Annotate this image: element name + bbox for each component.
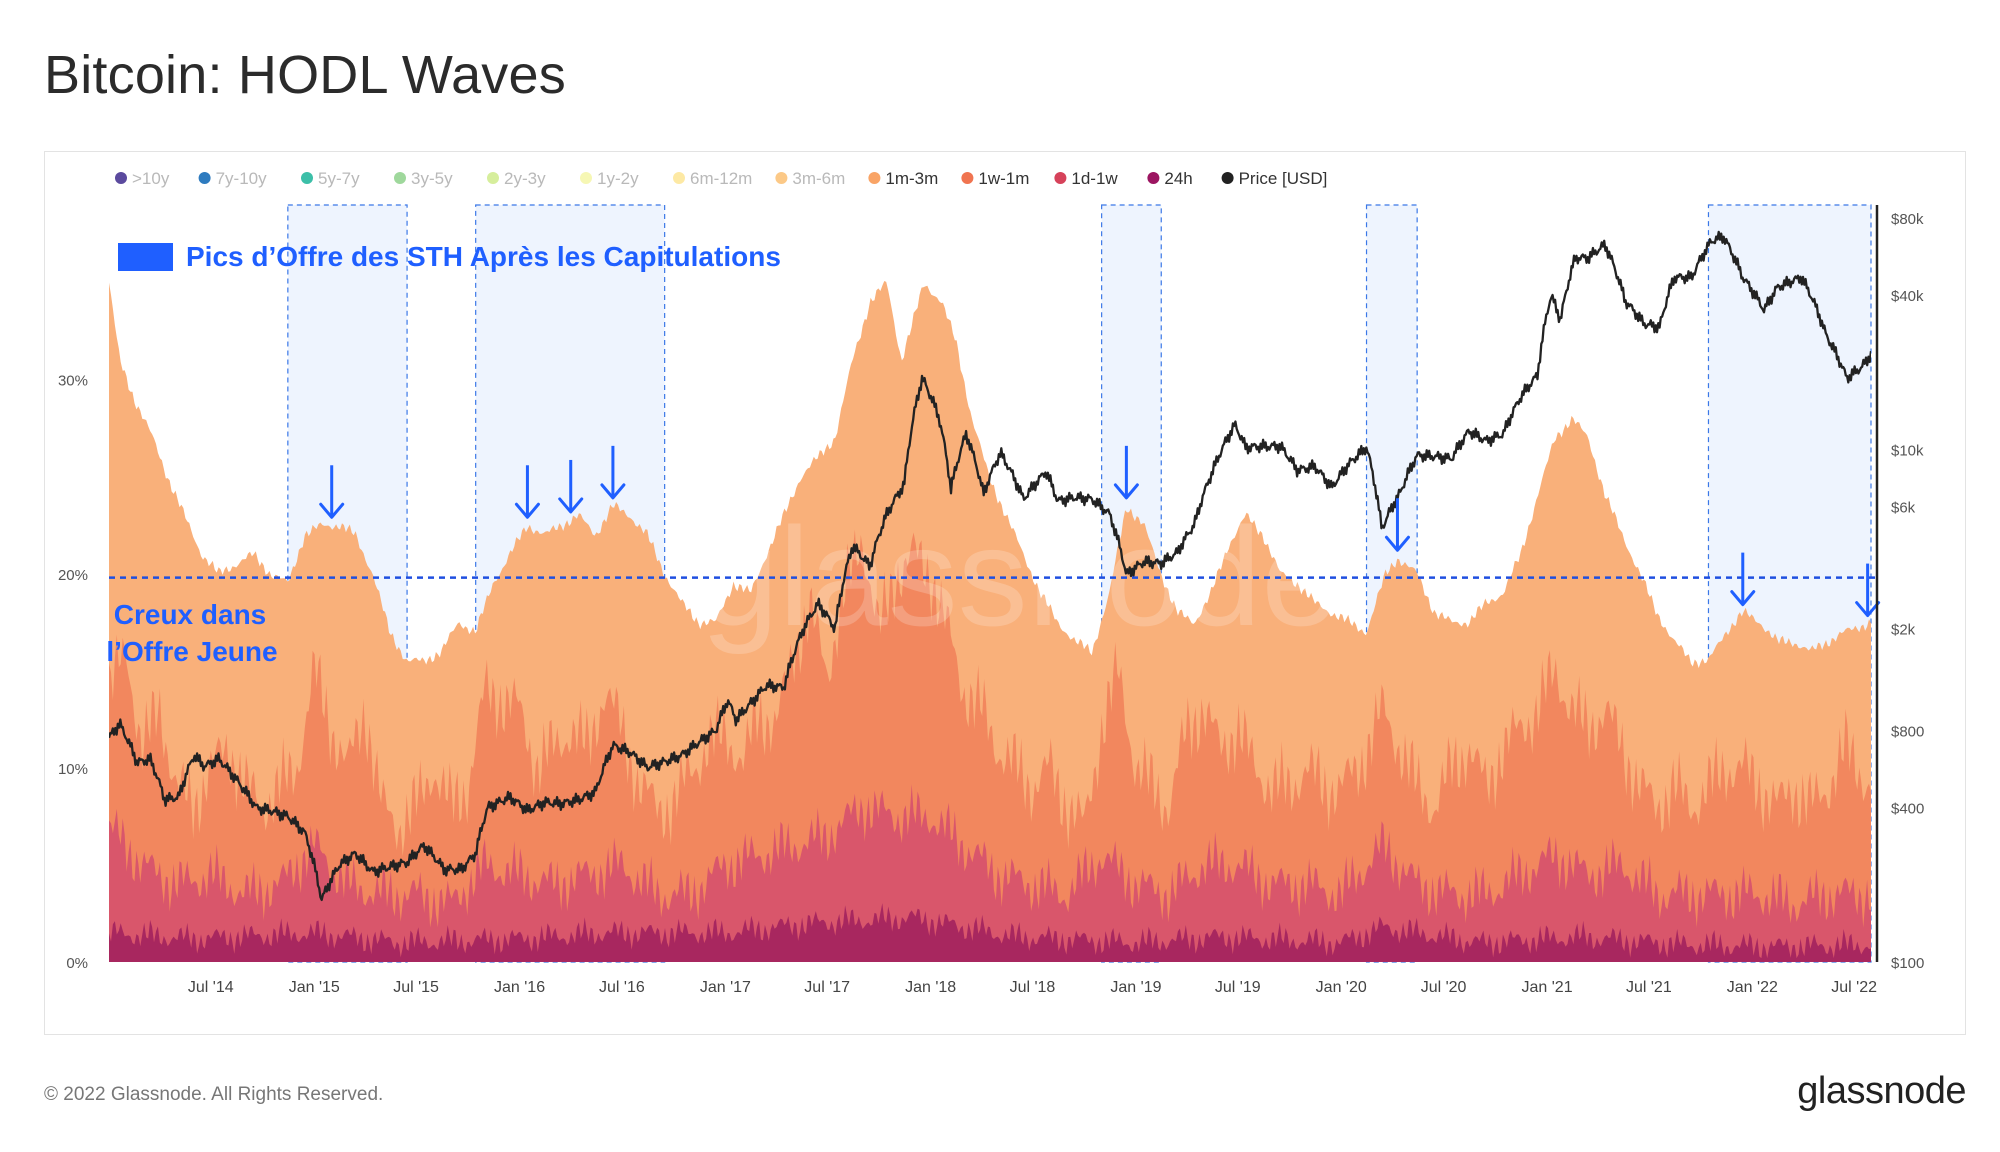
page-title: Bitcoin: HODL Waves [44, 45, 566, 105]
legend-item-6m-12m[interactable]: 6m-12m [673, 169, 752, 188]
legend-label: 1m-3m [885, 169, 938, 188]
legend-item-price-usd-[interactable]: Price [USD] [1221, 169, 1328, 188]
y-left-tick-label: 30% [58, 373, 88, 390]
legend-swatch [961, 172, 974, 184]
down-arrow-6 [1384, 498, 1410, 552]
legend-label: 3y-5y [411, 169, 453, 188]
legend-label: 6m-12m [690, 169, 752, 188]
y-right-tick-label: $2k [1891, 622, 1916, 639]
y-right-tick-label: $6k [1891, 499, 1916, 516]
y-left-tick-label: 20% [58, 567, 88, 584]
legend-swatch [775, 172, 788, 184]
down-arrow-7 [1730, 552, 1756, 607]
y-left-tick-label: 0% [66, 955, 88, 972]
down-arrow-3 [558, 459, 584, 514]
legend-label: 5y-7y [318, 169, 360, 188]
x-tick-label: Jan '18 [905, 979, 956, 996]
legend-label: 1d-1w [1071, 169, 1118, 188]
x-tick-label: Jul '15 [393, 979, 439, 996]
chart-frame [44, 151, 1966, 1035]
x-tick-label: Jul '16 [599, 979, 645, 996]
legend-swatch [301, 172, 313, 184]
down-arrow-1 [319, 465, 345, 519]
x-tick-label: Jul '21 [1626, 979, 1672, 996]
annotation-legend-swatch [118, 243, 173, 271]
price-line [109, 230, 1871, 902]
x-tick-label: Jul '22 [1831, 979, 1877, 996]
legend-swatch [1147, 172, 1160, 184]
legend-swatch [1221, 172, 1234, 184]
legend-label: 24h [1164, 169, 1192, 188]
down-arrow-8 [1855, 563, 1881, 618]
legend-swatch [580, 172, 592, 184]
legend-swatch [115, 172, 127, 184]
x-tick-label: Jul '19 [1215, 979, 1261, 996]
x-tick-label: Jan '15 [289, 979, 340, 996]
x-tick-label: Jul '18 [1010, 979, 1056, 996]
y-right-tick-label: $100 [1891, 955, 1924, 972]
legend-item-3m-6m[interactable]: 3m-6m [775, 169, 845, 188]
legend-swatch [394, 172, 406, 184]
x-tick-label: Jan '17 [700, 979, 751, 996]
legend-item-1w-1m[interactable]: 1w-1m [961, 169, 1029, 188]
legend-item-7y-10y[interactable]: 7y-10y [198, 169, 268, 188]
x-tick-label: Jul '14 [188, 979, 234, 996]
legend-item-1d-1w[interactable]: 1d-1w [1054, 169, 1118, 188]
area-series-24h [109, 903, 1871, 962]
area-series-1d-1w [109, 784, 1871, 962]
legend-label: Price [USD] [1239, 169, 1328, 188]
down-arrow-2 [514, 465, 540, 519]
x-tick-label: Jan '20 [1316, 979, 1367, 996]
legend-item--10y[interactable]: >10y [115, 169, 170, 188]
legend-item-5y-7y[interactable]: 5y-7y [301, 169, 360, 188]
legend-label: 3m-6m [792, 169, 845, 188]
y-right-tick-label: $10k [1891, 443, 1924, 460]
x-tick-label: Jan '16 [494, 979, 545, 996]
x-tick-label: Jan '22 [1727, 979, 1778, 996]
legend-label: 1y-2y [597, 169, 639, 188]
legend-item-2y-3y[interactable]: 2y-3y [487, 169, 546, 188]
legend-item-1m-3m[interactable]: 1m-3m [868, 169, 938, 188]
y-right-tick-label: $400 [1891, 801, 1924, 818]
legend-item-1y-2y[interactable]: 1y-2y [580, 169, 639, 188]
legend-swatch [673, 172, 685, 184]
down-arrow-4 [600, 445, 626, 500]
area-series-1w-1m [109, 529, 1871, 962]
x-tick-label: Jul '20 [1421, 979, 1467, 996]
trough-label-line2: l’Offre Jeune [106, 636, 277, 667]
trough-label-line1: Creux dans [114, 599, 267, 630]
legend-swatch [198, 172, 211, 184]
legend-swatch [1054, 172, 1067, 184]
legend-item-24h[interactable]: 24h [1147, 169, 1193, 188]
legend-item-3y-5y[interactable]: 3y-5y [394, 169, 453, 188]
down-arrow-5 [1113, 445, 1139, 500]
legend-label: >10y [132, 169, 170, 188]
legend-label: 1w-1m [978, 169, 1029, 188]
glassnode-logo: glassnode [1797, 1070, 1966, 1112]
x-tick-label: Jan '21 [1522, 979, 1573, 996]
legend-swatch [487, 172, 499, 184]
y-right-tick-label: $800 [1891, 724, 1924, 741]
y-right-tick-label: $40k [1891, 288, 1924, 305]
y-left-tick-label: 10% [58, 761, 88, 778]
legend-swatch [868, 172, 881, 184]
footer-copyright: © 2022 Glassnode. All Rights Reserved. [44, 1084, 384, 1105]
y-right-tick-label: $80k [1891, 211, 1924, 228]
legend-label: 7y-10y [216, 169, 268, 188]
x-tick-label: Jan '19 [1110, 979, 1161, 996]
legend-label: 2y-3y [504, 169, 546, 188]
annotation-legend-label: Pics d’Offre des STH Après les Capitulat… [186, 241, 781, 272]
x-tick-label: Jul '17 [804, 979, 850, 996]
